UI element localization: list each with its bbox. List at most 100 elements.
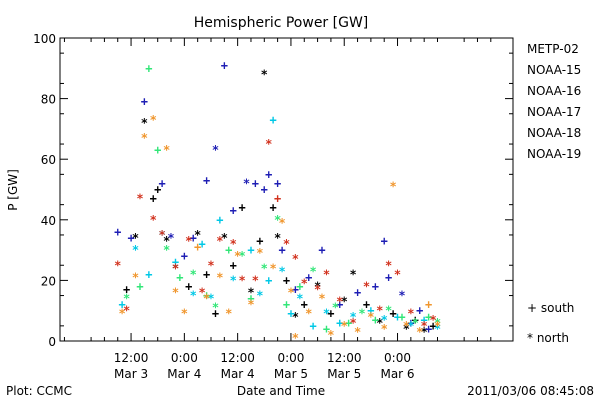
north-point: * xyxy=(230,273,237,287)
north-point: * xyxy=(190,267,197,281)
north-point: * xyxy=(416,325,423,339)
south-point: + xyxy=(212,307,219,321)
north-point: * xyxy=(274,231,281,245)
south-point: + xyxy=(367,304,374,318)
south-point: + xyxy=(238,201,245,215)
south-point: + xyxy=(185,279,192,293)
north-point: * xyxy=(381,322,388,336)
north-point: * xyxy=(394,267,401,281)
y-tick-label: 20 xyxy=(41,274,56,288)
x-tick-label-time: 12:00 xyxy=(327,351,362,365)
north-point: * xyxy=(207,258,214,272)
north-point: * xyxy=(159,228,166,242)
north-point: * xyxy=(403,322,410,336)
north-point: * xyxy=(407,307,414,321)
x-tick-label-time: 0:00 xyxy=(277,351,304,365)
north-point: * xyxy=(150,113,157,127)
north-point: * xyxy=(363,279,370,293)
north-point: * xyxy=(225,307,232,321)
legend-series-label: METP-02 xyxy=(527,42,579,56)
north-point: * xyxy=(327,328,334,342)
plot-timestamp: 2011/03/06 08:45:08 xyxy=(467,384,594,398)
legend-north: * north xyxy=(527,331,569,345)
south-point: + xyxy=(123,282,130,296)
x-tick-label-date: Mar 4 xyxy=(167,367,201,381)
north-point: * xyxy=(256,289,263,303)
south-point: + xyxy=(310,319,317,333)
x-tick-label-date: Mar 3 xyxy=(114,367,148,381)
north-point: * xyxy=(216,234,223,248)
north-point: * xyxy=(278,216,285,230)
south-point: + xyxy=(203,289,210,303)
north-point: * xyxy=(123,292,130,306)
south-point: + xyxy=(145,267,152,281)
south-point: + xyxy=(287,307,294,321)
north-point: * xyxy=(238,249,245,263)
north-point: * xyxy=(212,143,219,157)
north-point: * xyxy=(323,307,330,321)
north-point: * xyxy=(385,258,392,272)
north-point: * xyxy=(270,261,277,275)
north-point: * xyxy=(301,276,308,290)
north-point: * xyxy=(429,313,436,327)
north-point: * xyxy=(172,286,179,300)
south-point: + xyxy=(216,213,223,227)
north-point: * xyxy=(318,292,325,306)
south-point: + xyxy=(114,225,121,239)
north-point: * xyxy=(238,273,245,287)
south-point: + xyxy=(336,316,343,330)
data-points: +**++**+*++*++*+*+*+*+*+**+*+*+* ++ +++*++… xyxy=(114,58,441,345)
south-point: + xyxy=(416,304,423,318)
north-point: * xyxy=(261,67,268,81)
south-point: + xyxy=(145,61,152,75)
y-axis-label: P [GW] xyxy=(6,169,20,211)
north-point: * xyxy=(252,273,259,287)
north-point: * xyxy=(332,301,339,315)
south-point: + xyxy=(398,310,405,324)
north-point: * xyxy=(350,310,357,324)
y-tick-label: 60 xyxy=(41,153,56,167)
north-point: * xyxy=(336,295,343,309)
x-axis-label: Date and Time xyxy=(237,384,325,398)
north-point: * xyxy=(265,137,272,151)
north-point: * xyxy=(323,267,330,281)
north-point: * xyxy=(141,131,148,145)
north-point: * xyxy=(398,289,405,303)
north-point: * xyxy=(132,270,139,284)
north-point: * xyxy=(278,264,285,278)
north-point: * xyxy=(350,267,357,281)
south-point: + xyxy=(323,322,330,336)
south-point: + xyxy=(372,279,379,293)
north-point: * xyxy=(119,307,126,321)
north-point: * xyxy=(261,261,268,275)
south-point: + xyxy=(381,234,388,248)
north-point: * xyxy=(212,301,219,315)
north-point: * xyxy=(421,319,428,333)
x-tick-label-date: Mar 6 xyxy=(380,367,414,381)
south-point: + xyxy=(127,231,134,245)
south-point: + xyxy=(425,322,432,336)
south-point: + xyxy=(301,298,308,312)
north-point: * xyxy=(283,237,290,251)
south-point: + xyxy=(176,270,183,284)
north-point: * xyxy=(407,319,414,333)
south-point: + xyxy=(181,249,188,263)
north-point: * xyxy=(230,237,237,251)
north-point: * xyxy=(314,279,321,293)
south-point: + xyxy=(372,313,379,327)
south-point: + xyxy=(154,143,161,157)
north-point: * xyxy=(412,316,419,330)
south-point: + xyxy=(425,298,432,312)
south-point: + xyxy=(194,240,201,254)
north-point: * xyxy=(292,252,299,266)
north-point: * xyxy=(221,231,228,245)
north-point: * xyxy=(292,331,299,345)
north-point: * xyxy=(207,292,214,306)
north-point: * xyxy=(132,243,139,257)
south-point: + xyxy=(256,234,263,248)
north-point: * xyxy=(234,249,241,263)
north-point: * xyxy=(159,228,166,242)
north-point: * xyxy=(185,234,192,248)
legend: METP-02 NOAA-15 NOAA-16 NOAA-17 NOAA-18 NOAA-… xyxy=(527,42,581,161)
